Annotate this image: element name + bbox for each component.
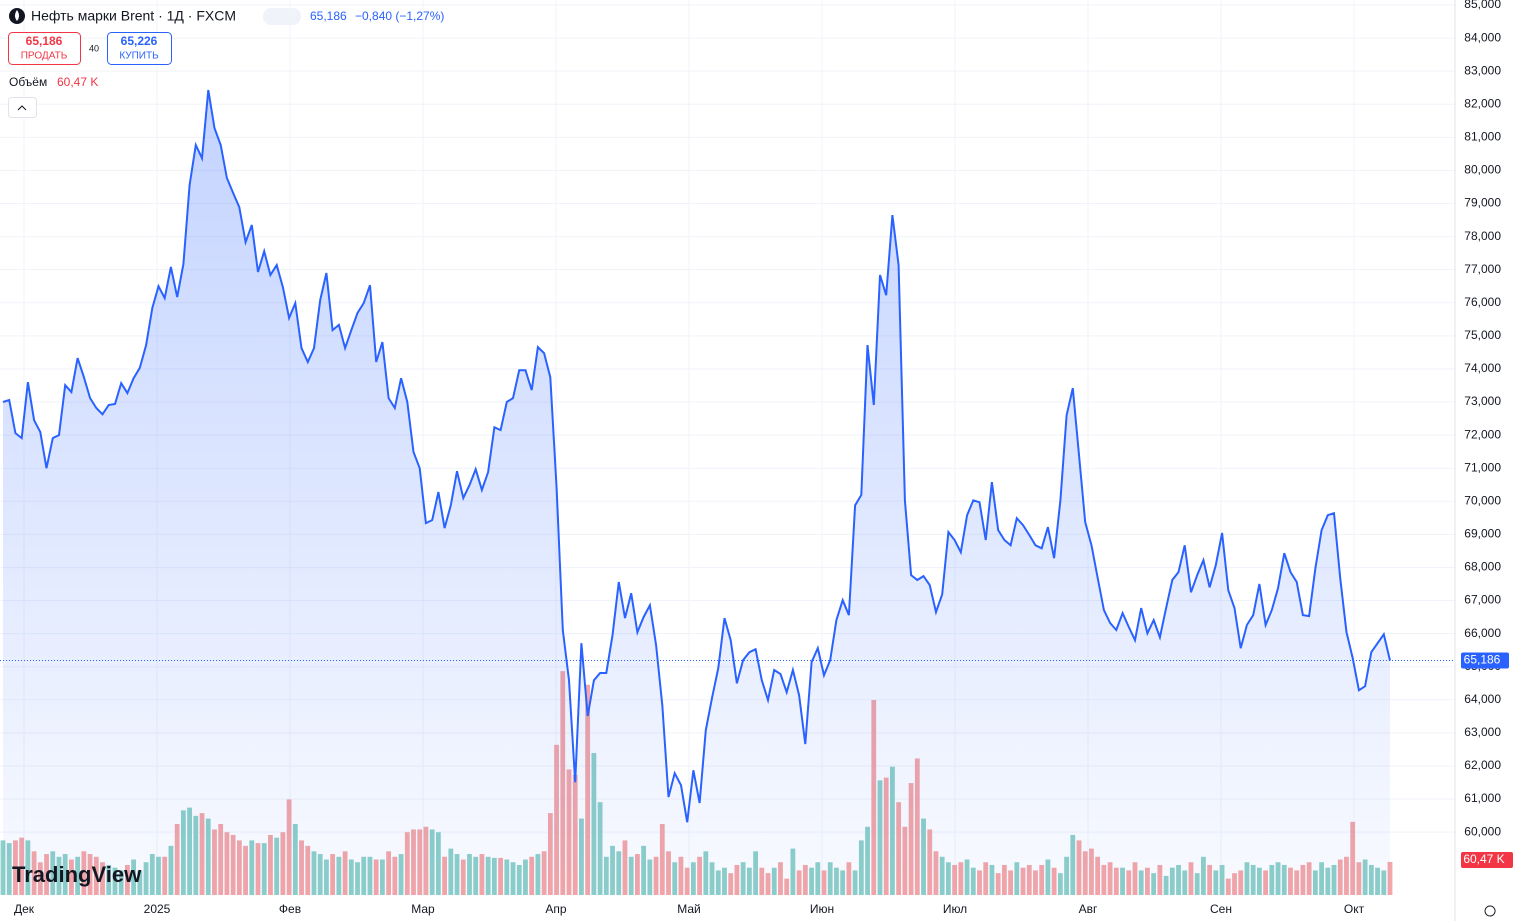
y-tick-label: 83,000 xyxy=(1464,63,1501,77)
toggle[interactable] xyxy=(263,8,301,25)
chart-title: Нефть марки Brent · 1Д · FXCM xyxy=(31,8,236,24)
collapse-button[interactable] xyxy=(8,97,37,118)
y-tick-label: 75,000 xyxy=(1464,328,1501,342)
y-tick-label: 76,000 xyxy=(1464,295,1501,309)
y-tick-label: 68,000 xyxy=(1464,560,1501,574)
buy-price: 65,226 xyxy=(121,34,158,48)
y-tick-label: 82,000 xyxy=(1464,96,1501,110)
y-tick-label: 81,000 xyxy=(1464,130,1501,144)
header-price: 65,186 xyxy=(310,9,347,23)
y-tick-label: 77,000 xyxy=(1464,262,1501,276)
last-volume-tag xyxy=(1461,852,1513,868)
x-tick-label: Мар xyxy=(411,902,435,916)
x-tick-label: Фев xyxy=(279,902,301,916)
header-change: −0,840 (−1,27%) xyxy=(355,9,444,23)
buy-button[interactable] xyxy=(107,32,172,65)
x-tick-label: Апр xyxy=(545,902,567,916)
y-tick-label: 61,000 xyxy=(1464,791,1501,805)
y-tick-label: 85,000 xyxy=(1464,0,1501,11)
sell-label: ПРОДАТЬ xyxy=(21,51,68,62)
y-tick-label: 69,000 xyxy=(1464,527,1501,541)
y-tick-label: 73,000 xyxy=(1464,394,1501,408)
last-volume-label: 60,47 K xyxy=(1463,852,1504,866)
x-tick-label: Дек xyxy=(14,902,35,916)
x-tick-label: Июл xyxy=(943,902,967,916)
y-tick-label: 64,000 xyxy=(1464,692,1501,706)
y-tick-label: 84,000 xyxy=(1464,30,1501,44)
y-tick-label: 72,000 xyxy=(1464,427,1501,441)
y-tick-label: 62,000 xyxy=(1464,758,1501,772)
price-line xyxy=(2,89,1391,823)
y-tick-label: 78,000 xyxy=(1464,229,1501,243)
collapse-icon xyxy=(17,105,27,111)
x-tick-label: Авг xyxy=(1079,902,1098,916)
x-tick-label: Окт xyxy=(1344,902,1365,916)
y-tick-label: 60,000 xyxy=(1464,824,1501,838)
x-tick-label: Июн xyxy=(810,902,834,916)
spread: 40 xyxy=(89,43,99,53)
y-tick-label: 63,000 xyxy=(1464,725,1501,739)
x-tick-label: Сен xyxy=(1210,902,1232,916)
last-price-tag xyxy=(1461,652,1509,669)
last-price-label: 65,186 xyxy=(1464,653,1501,667)
settings-icon[interactable] xyxy=(1484,905,1496,917)
y-tick-label: 79,000 xyxy=(1464,196,1501,210)
sell-price: 65,186 xyxy=(26,34,63,48)
x-tick-label: Май xyxy=(677,902,701,916)
sell-button[interactable] xyxy=(8,32,81,65)
symbol-icon-drop xyxy=(15,10,19,21)
x-tick-label: 2025 xyxy=(144,902,171,916)
y-tick-label: 71,000 xyxy=(1464,460,1501,474)
y-tick-label: 80,000 xyxy=(1464,163,1501,177)
volume-title: Объём xyxy=(9,75,47,89)
y-tick-label: 74,000 xyxy=(1464,361,1501,375)
area xyxy=(3,90,1390,895)
y-tick-label: 67,000 xyxy=(1464,593,1501,607)
logo: TradingView xyxy=(12,862,142,887)
volume-value: 60,47 K xyxy=(57,75,98,89)
y-tick-label: 66,000 xyxy=(1464,626,1501,640)
y-tick-label: 70,000 xyxy=(1464,493,1501,507)
buy-label: КУПИТЬ xyxy=(119,51,159,62)
